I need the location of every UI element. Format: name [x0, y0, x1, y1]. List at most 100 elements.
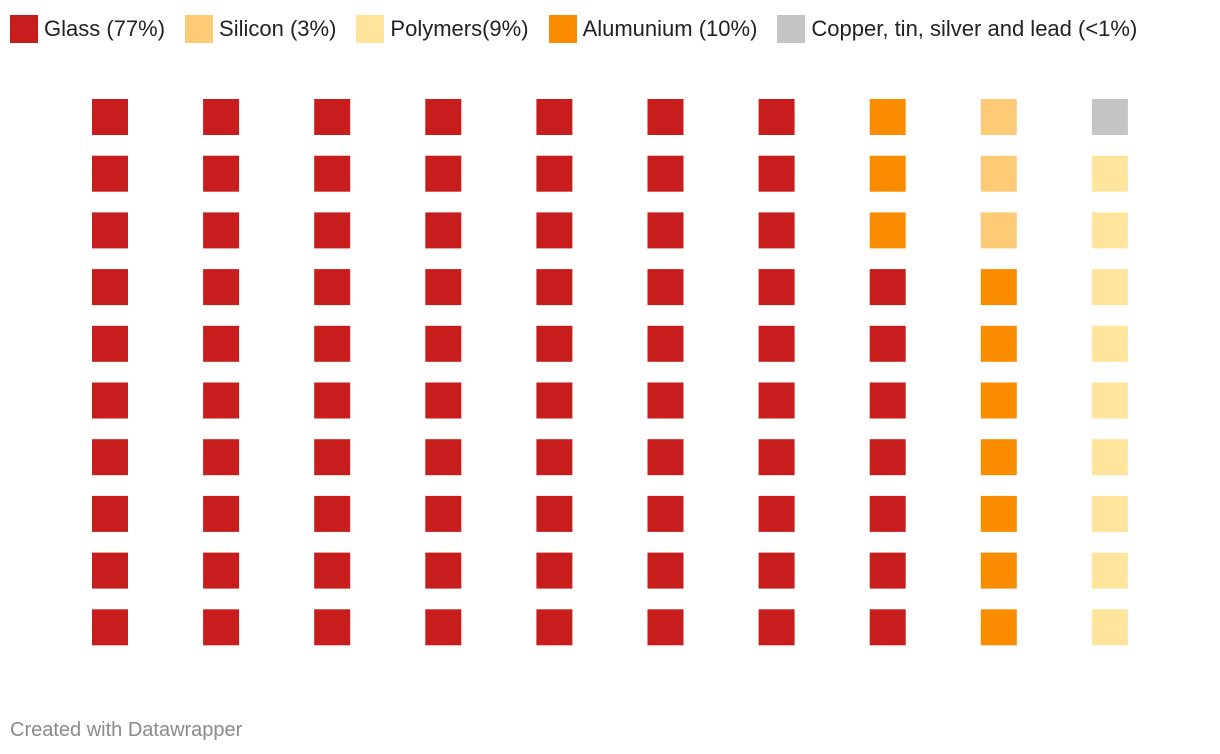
waffle-cell-glass [758, 212, 795, 249]
legend-label-polymers: Polymers(9%) [390, 16, 529, 41]
legend-swatch-aluminium [548, 15, 577, 43]
waffle-cell-glass [647, 609, 684, 646]
legend-item-glass: Glass (77%) [10, 15, 165, 43]
waffle-cell-glass [425, 325, 462, 362]
waffle-cell-glass [92, 495, 128, 532]
waffle-cell-glass [869, 552, 906, 589]
waffle-cell-glass [758, 552, 795, 589]
waffle-cell-aluminium [869, 155, 906, 192]
waffle-cell-glass [758, 609, 795, 646]
waffle-cell-glass [425, 99, 462, 135]
waffle-cell-glass [869, 269, 906, 306]
waffle-cell-glass [92, 382, 128, 419]
waffle-cell-glass [314, 495, 351, 532]
waffle-cell-glass [314, 212, 351, 249]
waffle-cell-glass [203, 609, 240, 646]
waffle-cell-glass [203, 325, 240, 362]
waffle-cell-glass [647, 155, 684, 192]
waffle-cell-silicon [980, 155, 1017, 192]
waffle-cell-glass [536, 609, 573, 646]
waffle-cell-glass [203, 155, 240, 192]
waffle-cell-glass [758, 439, 795, 476]
legend-item-aluminium: Alumunium (10%) [548, 15, 758, 43]
waffle-cell-polymers [1091, 212, 1128, 249]
legend-swatch-polymers [356, 15, 385, 43]
waffle-cell-polymers [1091, 155, 1128, 192]
waffle-cell-glass [647, 269, 684, 306]
waffle-cell-glass [314, 382, 351, 419]
waffle-cell-glass [536, 212, 573, 249]
waffle-cell-glass [758, 495, 795, 532]
waffle-cell-aluminium [980, 269, 1017, 306]
waffle-cell-glass [92, 99, 128, 135]
waffle-cell-glass [869, 495, 906, 532]
waffle-cell-polymers [1091, 439, 1128, 476]
waffle-cell-glass [203, 439, 240, 476]
legend-item-polymers: Polymers(9%) [356, 15, 529, 43]
waffle-cell-glass [425, 155, 462, 192]
waffle-cell-glass [647, 552, 684, 589]
waffle-cell-glass [203, 382, 240, 419]
legend-swatch-glass [10, 15, 38, 43]
waffle-cell-glass [203, 99, 240, 135]
waffle-cell-glass [425, 609, 462, 646]
waffle-cell-glass [647, 325, 684, 362]
waffle-cell-glass [92, 269, 128, 306]
chart-legend: Glass (77%) Silicon (3%) Polymers(9%) Al… [10, 12, 1137, 46]
legend-label-aluminium: Alumunium (10%) [582, 16, 758, 41]
waffle-cell-glass [92, 155, 128, 192]
waffle-cell-glass [314, 439, 351, 476]
waffle-cell-polymers [1091, 269, 1128, 306]
waffle-cell-glass [425, 552, 462, 589]
waffle-cell-glass [92, 552, 128, 589]
waffle-cell-glass [869, 325, 906, 362]
legend-label-glass: Glass (77%) [44, 16, 166, 41]
legend-label-metals: Copper, tin, silver and lead (<1%) [811, 16, 1138, 41]
waffle-cell-glass [647, 439, 684, 476]
waffle-cell-glass [758, 99, 795, 135]
waffle-cell-glass [425, 495, 462, 532]
waffle-cell-aluminium [869, 99, 906, 135]
waffle-cell-glass [92, 439, 128, 476]
waffle-cell-glass [758, 269, 795, 306]
waffle-cell-silicon [980, 212, 1017, 249]
waffle-cell-aluminium [980, 382, 1017, 419]
footer-credit: Created with Datawrapper [10, 719, 243, 741]
waffle-cell-glass [425, 382, 462, 419]
legend-swatch-metals [777, 15, 806, 43]
waffle-cell-glass [425, 212, 462, 249]
waffle-cell-glass [536, 269, 573, 306]
waffle-cell-glass [536, 439, 573, 476]
waffle-cell-glass [758, 382, 795, 419]
waffle-cell-glass [314, 155, 351, 192]
waffle-cell-glass [869, 382, 906, 419]
waffle-cell-silicon [980, 99, 1017, 135]
waffle-cell-glass [536, 155, 573, 192]
waffle-cell-glass [92, 325, 128, 362]
waffle-cell-glass [647, 212, 684, 249]
waffle-cell-aluminium [980, 552, 1017, 589]
waffle-cell-glass [869, 609, 906, 646]
waffle-chart [92, 99, 1128, 646]
waffle-cell-glass [92, 212, 128, 249]
waffle-cell-polymers [1091, 609, 1128, 646]
waffle-cell-glass [536, 382, 573, 419]
waffle-cell-aluminium [980, 495, 1017, 532]
waffle-cell-aluminium [869, 212, 906, 249]
waffle-cell-glass [425, 439, 462, 476]
waffle-cell-glass [758, 325, 795, 362]
waffle-cell-polymers [1091, 382, 1128, 419]
waffle-cell-glass [314, 269, 351, 306]
waffle-cell-glass [536, 495, 573, 532]
waffle-cell-glass [92, 609, 128, 646]
waffle-cell-polymers [1091, 495, 1128, 532]
waffle-cell-glass [647, 495, 684, 532]
waffle-cell-aluminium [980, 609, 1017, 646]
waffle-cell-metals [1091, 99, 1128, 135]
waffle-cell-glass [869, 439, 906, 476]
legend-label-silicon: Silicon (3%) [219, 16, 337, 41]
waffle-cell-polymers [1091, 552, 1128, 589]
waffle-cell-glass [203, 552, 240, 589]
waffle-cell-glass [203, 269, 240, 306]
waffle-cell-glass [536, 552, 573, 589]
